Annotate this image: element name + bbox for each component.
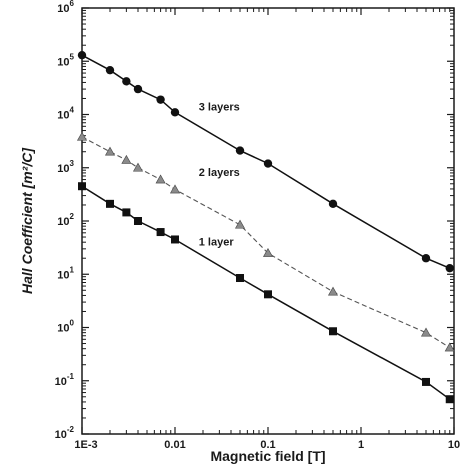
data-point-triangle xyxy=(121,154,132,164)
data-point-circle xyxy=(156,95,165,104)
data-point-triangle xyxy=(132,162,144,172)
y-tick-exponent: 0 xyxy=(70,319,75,328)
y-tick-mantissa: 10 xyxy=(57,323,69,335)
x-tick-label: 0.01 xyxy=(164,439,185,451)
y-tick-label: 10-2 xyxy=(55,425,75,441)
data-point-circle xyxy=(421,254,431,263)
x-tick-label: 1 xyxy=(358,439,364,451)
y-tick-label: 100 xyxy=(57,319,74,335)
y-tick-mantissa: 10 xyxy=(57,269,69,281)
data-point-square xyxy=(422,377,431,386)
y-tick-exponent: 5 xyxy=(70,52,75,61)
data-point-triangle xyxy=(76,131,88,141)
y-tick-exponent: 3 xyxy=(70,159,75,168)
data-point-circle xyxy=(122,77,131,86)
y-tick-mantissa: 10 xyxy=(57,3,69,15)
data-point-triangle xyxy=(444,342,455,352)
y-tick-label: 10-1 xyxy=(55,372,75,388)
y-tick-mantissa: 10 xyxy=(57,163,69,175)
data-point-triangle xyxy=(420,327,432,337)
data-point-circle xyxy=(328,199,338,209)
y-tick-mantissa: 10 xyxy=(57,216,69,228)
series-label: 1 layer xyxy=(199,236,235,248)
x-tick-label: 10 xyxy=(448,439,460,451)
data-point-triangle xyxy=(234,219,246,229)
data-point-circle xyxy=(235,146,245,155)
y-tick-label: 103 xyxy=(57,159,74,175)
y-tick-exponent: 2 xyxy=(70,212,75,221)
data-point-triangle xyxy=(104,146,116,156)
data-point-triangle xyxy=(327,286,339,296)
y-tick-label: 102 xyxy=(57,212,74,228)
data-point-triangle xyxy=(155,174,166,184)
series-2-layers: 2 layers xyxy=(76,131,455,352)
data-point-square xyxy=(264,290,272,299)
y-axis-label: Hall Coefficient [m²/C] xyxy=(19,147,35,294)
y-tick-label: 101 xyxy=(57,265,74,281)
data-point-circle xyxy=(133,84,143,94)
data-point-circle xyxy=(445,263,454,273)
data-point-square xyxy=(445,395,454,404)
y-tick-mantissa: 10 xyxy=(55,376,67,388)
y-tick-label: 105 xyxy=(57,52,74,68)
data-point-circle xyxy=(105,65,115,75)
y-tick-mantissa: 10 xyxy=(55,429,67,441)
data-point-square xyxy=(122,208,131,217)
y-tick-mantissa: 10 xyxy=(57,110,69,122)
x-axis-label: Magnetic field [T] xyxy=(210,448,325,464)
data-point-square xyxy=(78,182,86,191)
data-point-circle xyxy=(77,50,87,60)
axis-ticks: 1E-3 0.01 0.1 1 1010-210-1100101102103104105… xyxy=(55,0,461,451)
y-tick-exponent: 6 xyxy=(70,0,75,8)
data-point-triangle xyxy=(262,247,274,257)
x-tick-label: 0.1 xyxy=(260,439,275,451)
data-point-square xyxy=(156,228,165,237)
data-point-square xyxy=(329,327,338,336)
y-tick-exponent: -1 xyxy=(67,372,75,381)
data-point-square xyxy=(105,199,114,208)
data-point-square xyxy=(133,217,142,225)
x-tick-label: 1E-3 xyxy=(74,439,97,451)
y-tick-label: 106 xyxy=(57,0,74,15)
series-1-layer: 1 layer xyxy=(78,182,454,404)
y-tick-mantissa: 10 xyxy=(57,56,69,68)
data-point-square xyxy=(171,235,179,244)
y-tick-exponent: 4 xyxy=(70,106,75,115)
data-point-circle xyxy=(263,159,273,168)
y-tick-exponent: 1 xyxy=(70,265,75,274)
series-3-layers: 3 layers xyxy=(77,50,454,273)
series-layer: 3 layers 2 layers 1 layer xyxy=(76,50,455,404)
data-point-square xyxy=(236,274,245,283)
y-tick-exponent: -2 xyxy=(67,425,75,434)
series-label: 2 layers xyxy=(199,167,240,179)
data-point-triangle xyxy=(169,184,181,194)
data-point-circle xyxy=(170,108,180,117)
y-tick-label: 104 xyxy=(57,106,74,122)
series-label: 3 layers xyxy=(199,101,240,113)
